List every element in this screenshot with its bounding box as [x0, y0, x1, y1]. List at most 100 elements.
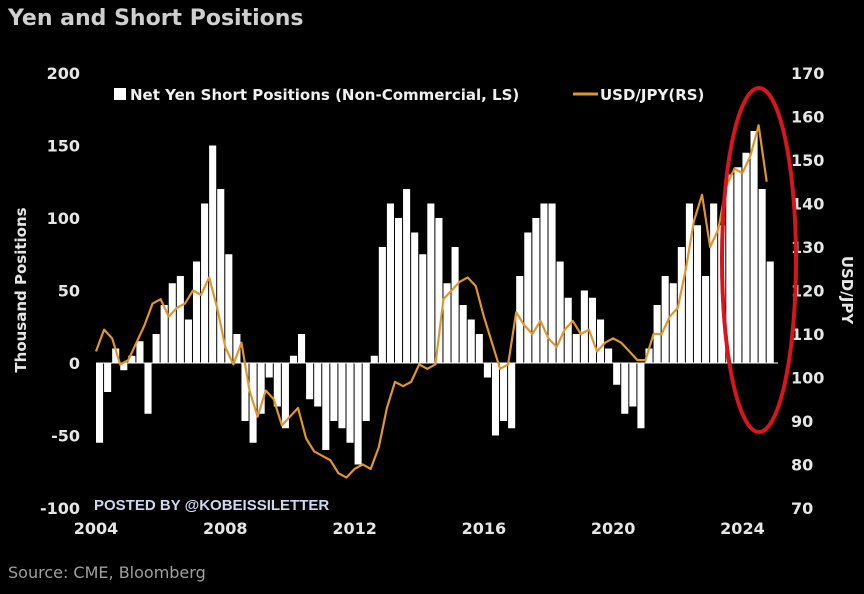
position-bar — [403, 189, 411, 363]
position-bar — [451, 247, 459, 363]
position-bar — [306, 363, 314, 400]
position-bar — [378, 247, 386, 363]
position-bar — [742, 152, 750, 363]
source-note: Source: CME, Bloomberg — [8, 563, 206, 582]
x-tick-label: 2020 — [591, 519, 636, 538]
x-tick-label: 2024 — [720, 519, 765, 538]
x-tick-label: 2008 — [203, 519, 248, 538]
position-bar — [281, 363, 289, 429]
watermark: POSTED BY @KOBEISSILETTER — [94, 497, 330, 514]
position-bar — [144, 363, 152, 414]
position-bar — [112, 348, 120, 363]
position-bar — [217, 189, 225, 363]
position-bar — [168, 283, 176, 363]
position-bar — [564, 297, 572, 363]
position-bar — [500, 363, 508, 421]
position-bar — [322, 363, 330, 450]
position-bar — [298, 334, 306, 363]
x-tick-label: 2004 — [74, 519, 119, 538]
position-bar — [233, 334, 241, 363]
position-bar — [160, 305, 168, 363]
highlight-ellipse — [720, 86, 798, 434]
legend: Net Yen Short Positions (Non-Commercial,… — [114, 86, 704, 104]
position-bar — [394, 218, 403, 363]
position-bar — [548, 203, 556, 363]
position-bar — [524, 232, 532, 363]
legend-bar-label: Net Yen Short Positions (Non-Commercial,… — [130, 86, 519, 104]
position-bar — [152, 334, 160, 363]
position-bar — [491, 363, 500, 436]
right-tick-label: 70 — [791, 499, 813, 518]
x-tick-label: 2016 — [462, 519, 507, 538]
position-bar — [427, 203, 435, 363]
position-bar — [176, 276, 184, 363]
position-bar — [572, 334, 580, 363]
right-tick-label: 130 — [791, 238, 824, 257]
position-bar — [411, 232, 419, 363]
right-tick-label: 90 — [791, 412, 813, 431]
left-tick-label: 150 — [47, 137, 80, 156]
position-bar — [459, 305, 467, 363]
x-tick-label: 2012 — [332, 519, 377, 538]
position-bar — [645, 348, 653, 363]
position-bar — [314, 363, 322, 407]
legend-line-label: USD/JPY(RS) — [600, 86, 704, 104]
position-bar — [136, 341, 144, 363]
position-bar — [758, 189, 766, 363]
right-tick-label: 80 — [791, 456, 813, 475]
chart-title: Yen and Short Positions — [8, 6, 304, 31]
position-bar — [508, 363, 516, 429]
right-axis-ticks: 70 80 90 100 110 120 130 140 150 160 170 — [791, 64, 824, 518]
usdjpy-line — [94, 124, 768, 479]
position-bar — [596, 319, 605, 363]
left-tick-label: -100 — [40, 499, 80, 518]
position-bar — [661, 276, 669, 363]
right-axis-label: USD/JPY — [838, 256, 856, 325]
x-axis-ticks: 2004 2008 2012 2016 2020 2024 — [74, 519, 765, 538]
position-bar — [702, 276, 710, 363]
position-bar — [467, 319, 475, 363]
right-tick-label: 110 — [791, 325, 824, 344]
position-bar — [120, 363, 128, 371]
position-bar — [750, 131, 758, 363]
position-bar — [685, 203, 693, 363]
position-bar — [96, 363, 104, 443]
left-axis-label: Thousand Positions — [12, 207, 30, 372]
position-bar — [710, 203, 718, 363]
position-bar — [273, 363, 281, 407]
right-tick-label: 100 — [791, 369, 824, 388]
position-bar — [362, 363, 370, 421]
position-bar — [556, 261, 564, 363]
right-tick-label: 140 — [791, 195, 824, 214]
position-bar — [241, 363, 249, 421]
position-bar — [225, 254, 233, 363]
bars-layer — [96, 131, 774, 465]
position-bar — [184, 319, 192, 363]
position-bar — [443, 283, 451, 363]
position-bar — [338, 363, 346, 429]
legend-bar-swatch — [114, 88, 126, 100]
right-tick-label: 150 — [791, 151, 824, 170]
position-bar — [726, 174, 734, 363]
position-bar — [540, 203, 548, 363]
left-tick-label: 200 — [47, 64, 80, 83]
line-layer — [94, 124, 768, 479]
position-bar — [475, 334, 483, 363]
left-tick-label: -50 — [51, 427, 80, 446]
position-bar — [201, 203, 209, 363]
right-tick-label: 120 — [791, 282, 824, 301]
position-bar — [209, 145, 217, 363]
position-bar — [257, 363, 265, 414]
position-bar — [621, 363, 629, 414]
position-bar — [265, 363, 273, 378]
position-bar — [677, 247, 685, 363]
position-bar — [192, 261, 201, 363]
right-tick-label: 170 — [791, 64, 824, 83]
position-bar — [613, 363, 621, 385]
right-tick-label: 160 — [791, 108, 824, 127]
position-bar — [104, 363, 112, 392]
position-bar — [354, 363, 362, 465]
position-bar — [435, 218, 443, 363]
position-bar — [588, 297, 596, 363]
